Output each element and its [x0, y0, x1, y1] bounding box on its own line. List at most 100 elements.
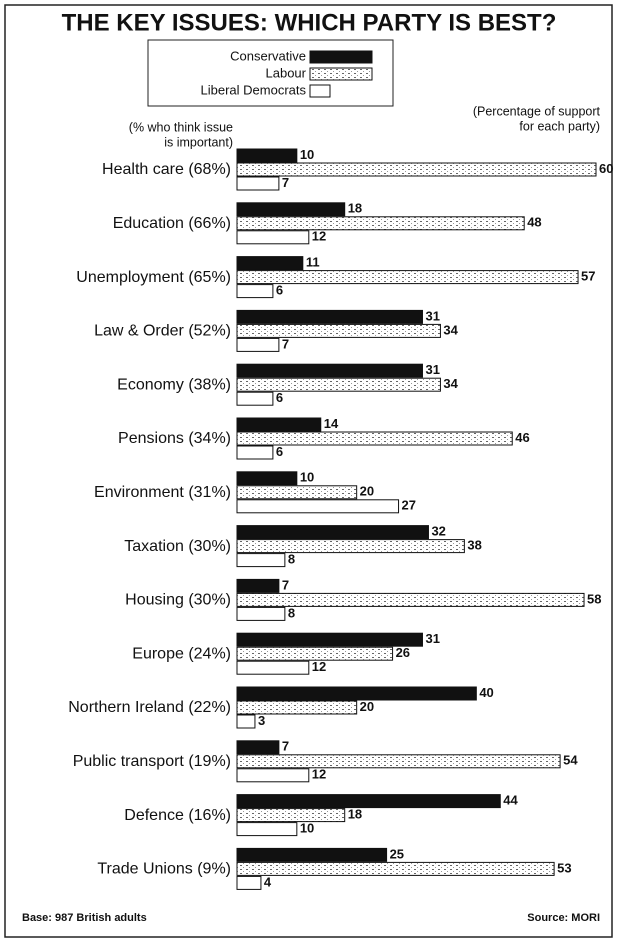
value-label: 40: [479, 685, 493, 700]
bar: [236, 309, 423, 324]
bar: [236, 256, 304, 271]
value-label: 38: [467, 538, 481, 553]
bar: [236, 284, 274, 299]
value-label: 3: [258, 713, 265, 728]
value-label: 7: [282, 336, 289, 351]
bar: [236, 740, 280, 755]
category-label: Health care (68%): [102, 161, 231, 178]
value-label: 10: [300, 821, 314, 836]
value-label: 10: [300, 147, 314, 162]
value-label: 31: [425, 308, 439, 323]
bar: [236, 485, 358, 500]
value-label: 32: [431, 524, 445, 539]
value-label: 7: [282, 175, 289, 190]
bar: [236, 794, 501, 809]
bar: [236, 148, 298, 163]
value-label: 8: [288, 605, 295, 620]
bar: [236, 553, 286, 568]
bar: [236, 861, 555, 876]
frame: [4, 4, 613, 938]
category-label: Housing (30%): [125, 592, 231, 609]
bar: [236, 714, 256, 729]
value-label: 6: [276, 390, 283, 405]
bar: [236, 431, 513, 446]
value-label: 14: [324, 416, 339, 431]
bar: [236, 337, 280, 352]
bar: [236, 822, 298, 837]
category-label: Trade Unions (9%): [97, 861, 231, 878]
bar: [236, 606, 286, 621]
value-label: 6: [276, 283, 283, 298]
category-label: Education (66%): [113, 215, 231, 232]
bar: [236, 539, 465, 554]
bar: [236, 391, 274, 406]
value-label: 12: [312, 229, 326, 244]
bar: [236, 660, 310, 675]
value-label: 7: [282, 577, 289, 592]
value-label: 31: [425, 362, 439, 377]
value-label: 6: [276, 444, 283, 459]
legend-label: Labour: [266, 65, 307, 80]
value-label: 46: [515, 430, 529, 445]
bar: [236, 686, 477, 701]
category-label: Economy (38%): [117, 376, 231, 393]
legend-swatch: [309, 50, 373, 64]
bar: [236, 592, 585, 607]
bar: [236, 754, 561, 769]
category-label: Unemployment (65%): [76, 269, 231, 286]
bar: [236, 176, 280, 191]
footer-right: Source: MORI: [527, 912, 600, 924]
category-label: Northern Ireland (22%): [68, 699, 231, 716]
category-label: Europe (24%): [132, 645, 231, 662]
value-label: 26: [396, 645, 410, 660]
chart-title: THE KEY ISSUES: WHICH PARTY IS BEST?: [62, 9, 557, 36]
bar: [236, 216, 525, 231]
note-left: (% who think issue: [129, 120, 233, 134]
bar: [236, 847, 388, 862]
bar: [236, 525, 429, 540]
bar: [236, 632, 423, 647]
value-label: 25: [390, 846, 404, 861]
bar: [236, 499, 400, 514]
bar: [236, 202, 346, 217]
value-label: 20: [360, 699, 374, 714]
bar: [236, 377, 441, 392]
value-label: 48: [527, 215, 541, 230]
value-label: 4: [264, 874, 272, 889]
value-label: 18: [348, 807, 362, 822]
footer-left: Base: 987 British adults: [22, 912, 147, 924]
legend-label: Liberal Democrats: [201, 82, 307, 97]
value-label: 12: [312, 767, 326, 782]
bar: [236, 363, 423, 378]
value-label: 7: [282, 739, 289, 754]
bar: [236, 162, 597, 177]
value-label: 34: [443, 376, 458, 391]
value-label: 60: [599, 161, 613, 176]
value-label: 12: [312, 659, 326, 674]
bar: [236, 417, 322, 432]
bar: [236, 445, 274, 460]
value-label: 58: [587, 591, 601, 606]
legend-box: [147, 39, 394, 107]
legend-swatch: [309, 67, 373, 81]
category-label: Public transport (19%): [73, 753, 231, 770]
note-left: is important): [164, 135, 233, 149]
value-label: 20: [360, 484, 374, 499]
value-label: 10: [300, 470, 314, 485]
value-label: 27: [402, 498, 416, 513]
category-label: Pensions (34%): [118, 430, 231, 447]
bar: [236, 808, 346, 823]
category-label: Environment (31%): [94, 484, 231, 501]
bar: [236, 700, 358, 715]
legend-swatch: [309, 84, 331, 98]
value-label: 18: [348, 201, 362, 216]
value-label: 57: [581, 269, 595, 284]
bar: [236, 230, 310, 245]
value-label: 44: [503, 793, 518, 808]
value-label: 54: [563, 753, 578, 768]
value-label: 34: [443, 322, 458, 337]
note-right: for each party): [519, 119, 600, 133]
value-label: 53: [557, 860, 571, 875]
bar: [236, 578, 280, 593]
